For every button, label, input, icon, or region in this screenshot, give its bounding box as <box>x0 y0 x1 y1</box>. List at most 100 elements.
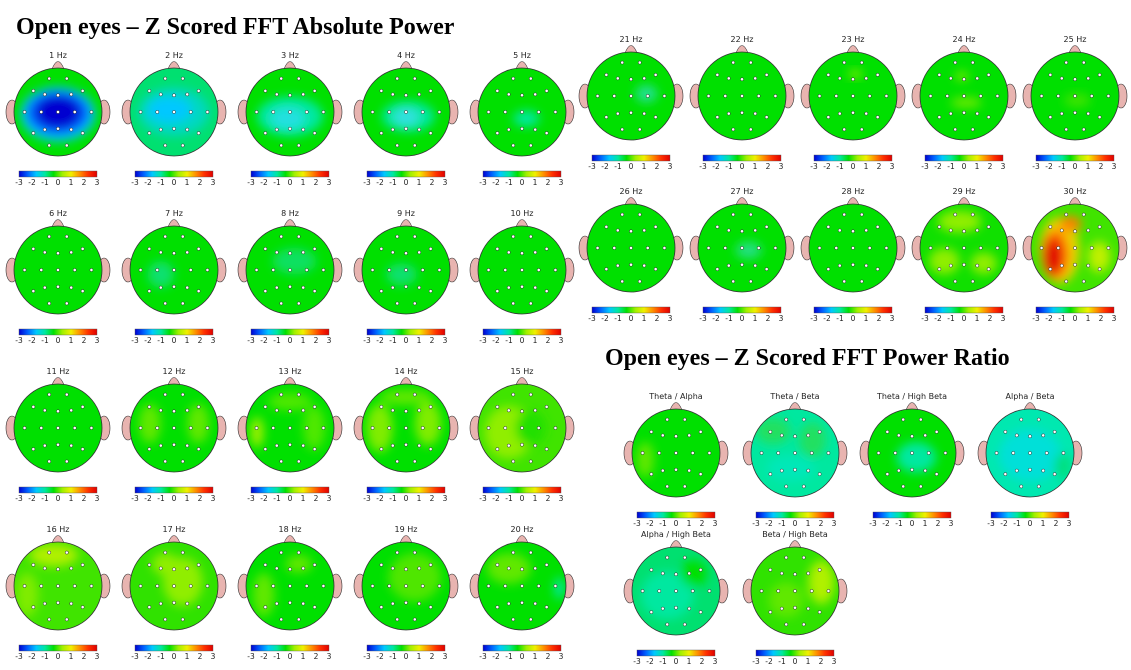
activity-region <box>268 392 312 411</box>
electrode <box>64 301 69 306</box>
electrode <box>42 408 47 413</box>
electrode <box>395 459 400 464</box>
activity-region <box>636 442 654 478</box>
electrode <box>660 571 665 576</box>
electrode <box>629 94 633 98</box>
electrode <box>1064 60 1069 65</box>
activity-region <box>755 417 791 445</box>
power-ratio-title: Open eyes – Z Scored FFT Power Ratio <box>605 345 1010 371</box>
electrode <box>80 131 85 135</box>
colorbar <box>134 644 214 652</box>
electrode <box>254 426 259 430</box>
electrode <box>511 143 516 148</box>
electrode <box>864 111 869 116</box>
electrode <box>417 566 422 571</box>
electrode <box>80 289 85 293</box>
electrode <box>404 442 408 447</box>
electrode <box>682 555 687 560</box>
electrode <box>875 267 880 271</box>
electrode <box>978 94 983 98</box>
electrode <box>274 285 279 290</box>
electrode <box>47 143 52 148</box>
colorbar-tick: -2 <box>492 336 500 345</box>
electrode <box>31 405 36 409</box>
colorbar-tick: 0 <box>288 178 293 187</box>
colorbar <box>366 170 446 178</box>
colorbar-tick: 0 <box>793 519 798 528</box>
topomap: Alpha / High Beta -3 -2 -1 0 1 2 3 <box>623 530 729 666</box>
colorbar-tick: -2 <box>376 494 384 503</box>
colorbar-tick: -1 <box>389 178 397 187</box>
electrode <box>994 451 999 455</box>
colorbar-tick: -2 <box>144 494 152 503</box>
electrode <box>536 426 541 430</box>
electrode <box>279 301 284 306</box>
colorbar-tick: -2 <box>712 314 720 323</box>
electrode <box>404 93 408 98</box>
colorbar <box>813 154 893 162</box>
electrode <box>390 443 395 448</box>
electrode <box>620 212 625 217</box>
electrode <box>506 408 511 413</box>
colorbar-tick: -3 <box>810 162 818 171</box>
colorbar-tick: 3 <box>95 652 100 661</box>
electrode <box>715 73 720 77</box>
colorbar-tick: -1 <box>273 652 281 661</box>
electrode <box>715 267 720 271</box>
electrode <box>1003 472 1008 476</box>
colorbar-tick: -1 <box>273 494 281 503</box>
head-outline <box>361 383 451 473</box>
colorbar-tick: 0 <box>629 314 634 323</box>
electrode <box>417 601 422 606</box>
electrode <box>404 409 408 414</box>
colorbar-tick: -2 <box>1045 162 1053 171</box>
colorbar-tick: 0 <box>404 652 409 661</box>
electrode <box>180 617 185 622</box>
electrode <box>682 484 687 489</box>
colorbar-tick: -1 <box>505 652 513 661</box>
electrode <box>163 392 168 397</box>
electrode <box>528 392 533 397</box>
topomap: 15 Hz -3 -2 -1 0 1 2 3 <box>469 367 575 503</box>
electrode <box>637 60 642 65</box>
electrode <box>544 605 549 609</box>
electrode <box>321 426 326 430</box>
activity-region <box>766 455 815 482</box>
topomap: 10 Hz -3 -2 -1 0 1 2 3 <box>469 209 575 345</box>
electrode <box>163 76 168 81</box>
electrode <box>1097 73 1102 77</box>
electrode <box>1097 115 1102 119</box>
colorbar-tick: 1 <box>417 178 422 187</box>
electrode <box>72 268 77 272</box>
electrode <box>1041 433 1046 438</box>
activity-region <box>147 261 174 288</box>
electrode <box>642 76 647 81</box>
electrode <box>185 601 190 606</box>
activity-region <box>414 401 442 446</box>
electrode <box>390 408 395 413</box>
electrode <box>172 268 176 272</box>
electrode <box>867 246 872 250</box>
electrode <box>1081 212 1086 217</box>
topomap: 4 Hz -3 -2 -1 0 1 2 3 <box>353 51 459 187</box>
electrode <box>64 392 69 397</box>
electrode <box>784 484 789 489</box>
electrode <box>304 110 309 114</box>
colorbar-tick: 2 <box>819 519 824 528</box>
electrode <box>56 110 60 114</box>
electrode <box>89 426 94 430</box>
colorbar-tick: 2 <box>988 314 993 323</box>
electrode <box>172 251 176 256</box>
colorbar-tick: 3 <box>211 178 216 187</box>
electrode <box>726 228 731 233</box>
electrode <box>851 262 855 267</box>
colorbar <box>366 644 446 652</box>
electrode <box>172 110 176 114</box>
electrode <box>412 459 417 464</box>
colorbar-tick: -3 <box>363 178 371 187</box>
electrode <box>511 392 516 397</box>
electrode <box>511 550 516 555</box>
electrode <box>674 467 678 472</box>
colorbar <box>990 511 1070 519</box>
electrode <box>420 584 425 588</box>
